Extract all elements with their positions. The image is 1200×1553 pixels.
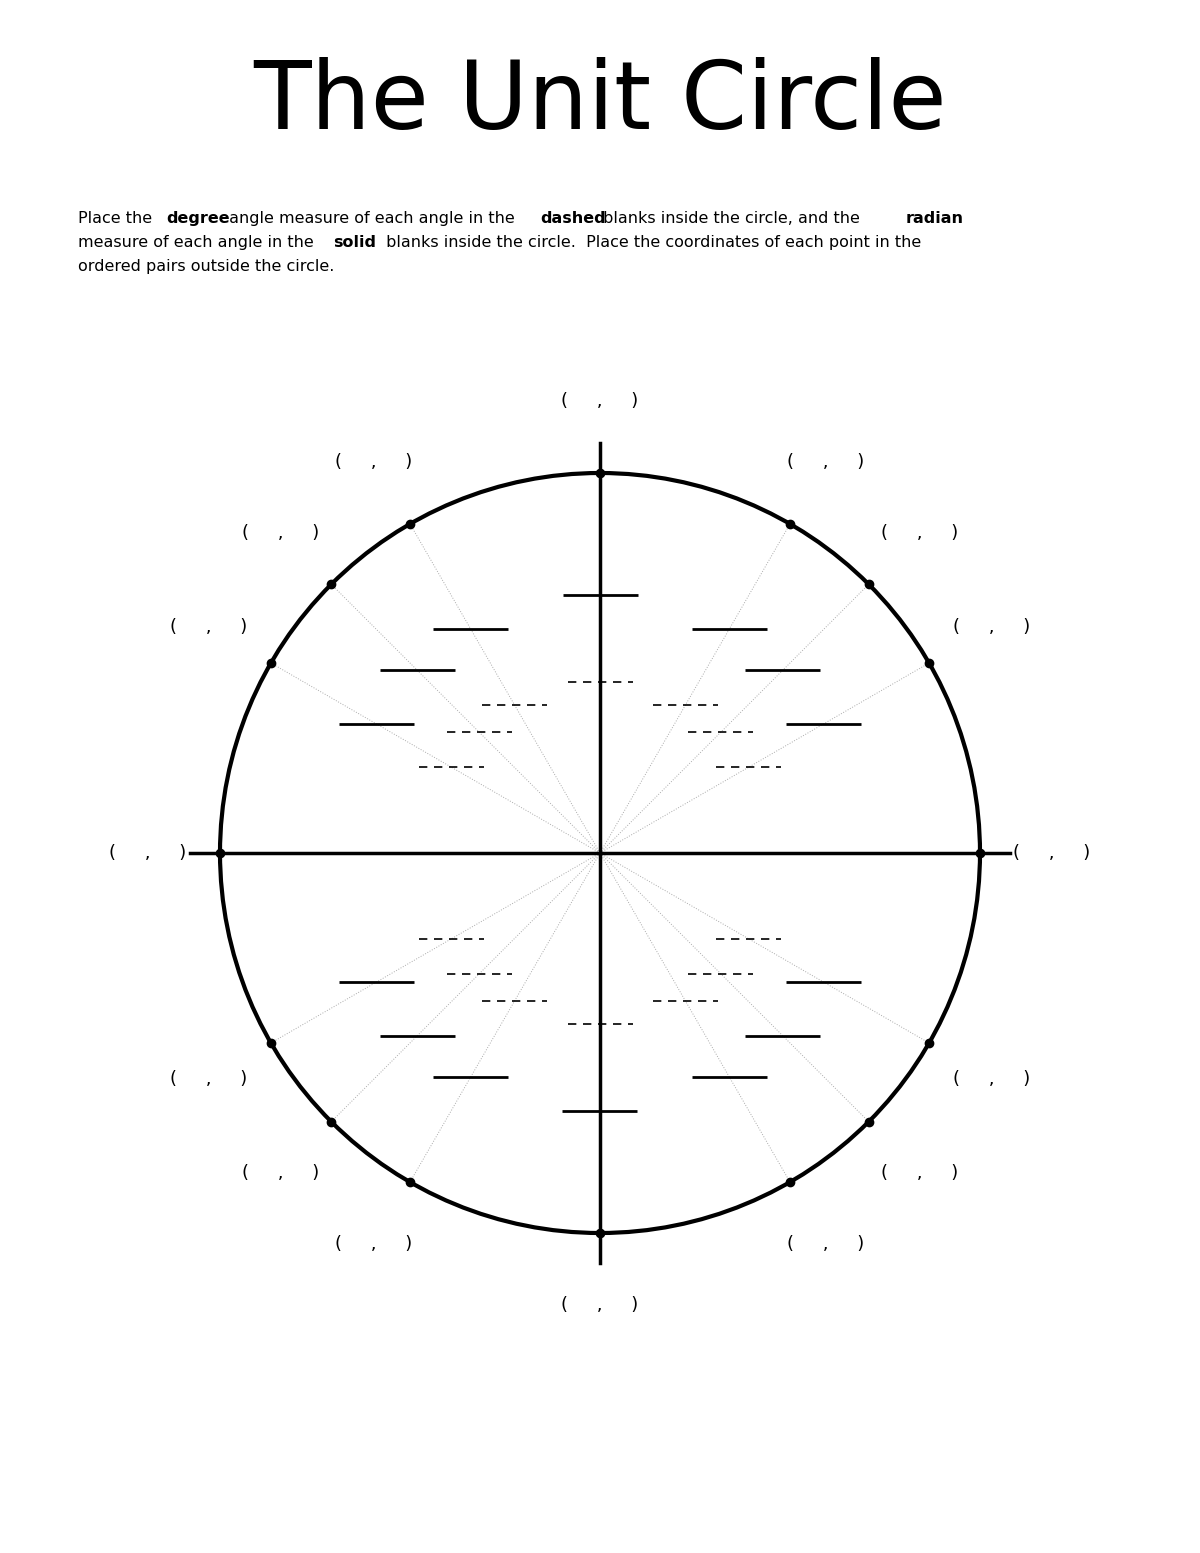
Text: ordered pairs outside the circle.: ordered pairs outside the circle. [78,259,335,273]
Text: blanks inside the circle, and the: blanks inside the circle, and the [598,211,865,227]
Text: (     ,     ): ( , ) [881,1163,959,1182]
Text: (     ,     ): ( , ) [241,525,319,542]
Text: (     ,     ): ( , ) [562,391,638,410]
Text: (     ,     ): ( , ) [170,1070,247,1089]
Text: (     ,     ): ( , ) [241,1163,319,1182]
Text: (     ,     ): ( , ) [335,1236,413,1253]
Text: (     ,     ): ( , ) [787,1236,865,1253]
Text: (     ,     ): ( , ) [170,618,247,637]
Text: The Unit Circle: The Unit Circle [253,57,947,149]
Text: degree: degree [166,211,229,227]
Text: Place the: Place the [78,211,157,227]
Text: (     ,     ): ( , ) [881,525,959,542]
Text: (     ,     ): ( , ) [562,1297,638,1314]
Text: angle measure of each angle in the: angle measure of each angle in the [224,211,520,227]
Text: (     ,     ): ( , ) [953,618,1030,637]
Text: measure of each angle in the: measure of each angle in the [78,235,319,250]
Text: blanks inside the circle.  Place the coordinates of each point in the: blanks inside the circle. Place the coor… [382,235,922,250]
Text: (     ,     ): ( , ) [109,843,187,862]
Text: (     ,     ): ( , ) [1013,843,1091,862]
Text: (     ,     ): ( , ) [787,452,865,471]
Text: solid: solid [332,235,376,250]
Text: radian: radian [906,211,964,227]
Text: (     ,     ): ( , ) [335,452,413,471]
Text: dashed: dashed [540,211,606,227]
Text: (     ,     ): ( , ) [953,1070,1030,1089]
